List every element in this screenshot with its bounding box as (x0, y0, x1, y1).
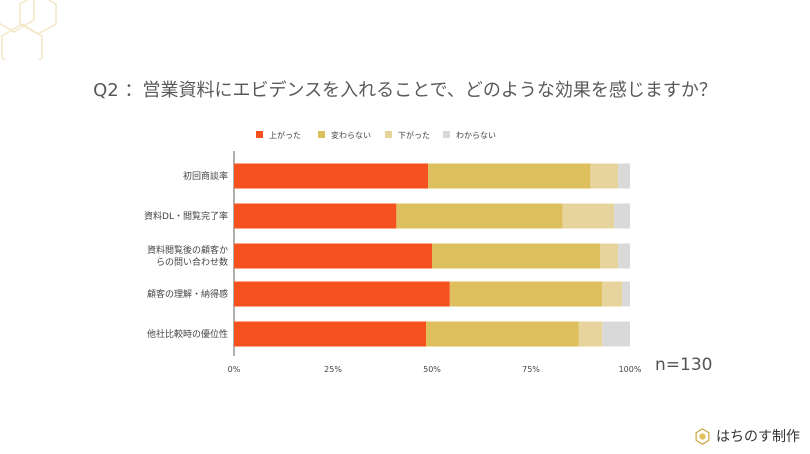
legend-swatch-up (256, 131, 263, 138)
brand-logo: はちのす制作 (694, 426, 800, 446)
bar-up-2 (234, 243, 432, 269)
brand-name: はちのす制作 (716, 429, 800, 445)
bar-same-0 (428, 163, 591, 189)
x-tick-label-1: 25% (324, 365, 342, 374)
bar-same-2 (432, 243, 601, 269)
chart-title: Q2 ：営業資料にエビデンスを入れることで、どのような効果を感じますか？ (93, 80, 717, 101)
bar-down-4 (578, 321, 603, 347)
legend-label-same: 変わらない (331, 130, 371, 140)
bar-down-3 (602, 281, 623, 307)
bar-down-0 (590, 163, 619, 189)
honeycomb-decoration (0, 0, 57, 60)
legend-label-down: 下がった (398, 130, 430, 140)
legend-swatch-unknown (443, 131, 450, 138)
bar-unknown-3 (622, 281, 630, 307)
bar-down-2 (600, 243, 619, 269)
bar-down-1 (562, 203, 615, 229)
honeycomb-logo-icon (695, 427, 710, 445)
bar-same-1 (396, 203, 563, 229)
bar-up-1 (234, 203, 397, 229)
x-tick-label-0: 0% (228, 365, 241, 374)
category-label-3: 顧客の理解・納得感 (147, 288, 228, 300)
legend-swatch-down (385, 131, 392, 138)
category-label-1: 資料DL・閲覧完了率 (144, 210, 228, 222)
category-label-4: 他社比較時の優位性 (147, 328, 228, 340)
bar-unknown-0 (618, 163, 630, 189)
bar-unknown-4 (602, 321, 630, 347)
legend-swatch-same (318, 131, 325, 138)
category-label-0: 初回商談率 (183, 170, 228, 182)
bar-same-3 (449, 281, 603, 307)
bar-unknown-2 (618, 243, 630, 269)
sample-size-label: n=130 (655, 355, 713, 375)
bar-up-0 (234, 163, 429, 189)
x-tick-label-4: 100% (619, 365, 642, 374)
legend-label-unknown: わからない (456, 131, 496, 140)
category-label-2: 資料閲覧後の顧客からの問い合わせ数 (147, 244, 228, 268)
bar-up-3 (234, 281, 450, 307)
x-tick-label-3: 75% (522, 365, 540, 374)
legend-label-up: 上がった (269, 130, 301, 140)
bar-up-4 (234, 321, 427, 347)
bar-same-4 (426, 321, 579, 347)
x-tick-label-2: 50% (423, 365, 441, 374)
bar-unknown-1 (614, 203, 630, 229)
